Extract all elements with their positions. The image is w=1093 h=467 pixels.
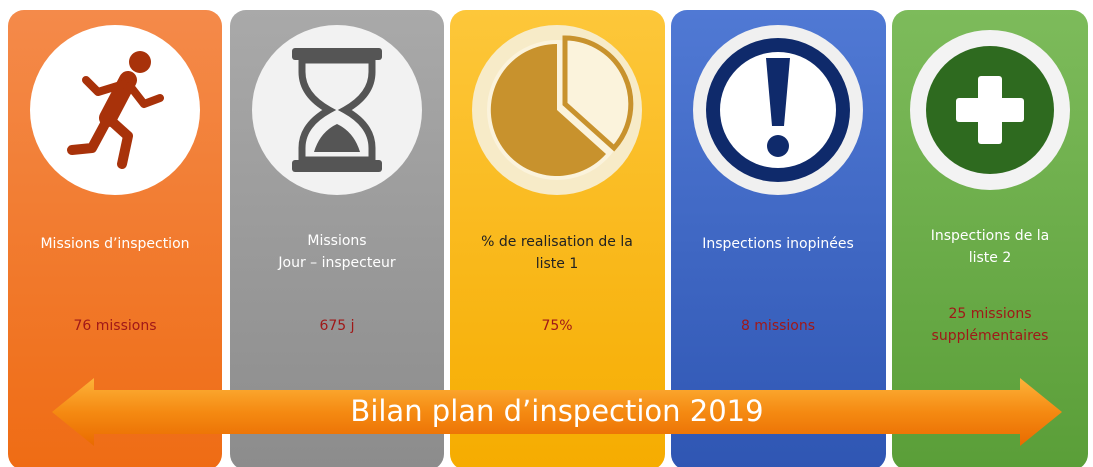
- card-value: 8 missions: [741, 318, 815, 334]
- arrow: [52, 378, 1062, 446]
- card-label: Inspections de la: [931, 228, 1049, 244]
- exclamation-icon: [693, 25, 863, 195]
- card-value: 76 missions: [73, 318, 156, 334]
- card-label: Inspections inopinées: [702, 236, 854, 252]
- hourglass-icon: [252, 25, 422, 195]
- runner-icon: [30, 25, 200, 195]
- card-value: 25 missions: [948, 306, 1031, 322]
- card-label: Missions d’inspection: [40, 236, 189, 252]
- card-label: Jour – inspecteur: [277, 255, 395, 271]
- card-label: Missions: [307, 233, 366, 249]
- card-value: 675 j: [319, 318, 354, 334]
- card-label: liste 2: [969, 250, 1012, 266]
- card-value: 75%: [541, 318, 572, 334]
- card-label: liste 1: [536, 256, 579, 272]
- banner-title: Bilan plan d’inspection 2019: [350, 394, 763, 428]
- pie-icon: [472, 25, 642, 195]
- plus-icon: [910, 30, 1070, 190]
- card-value: supplémentaires: [932, 328, 1049, 344]
- card-label: % de realisation de la: [481, 234, 633, 250]
